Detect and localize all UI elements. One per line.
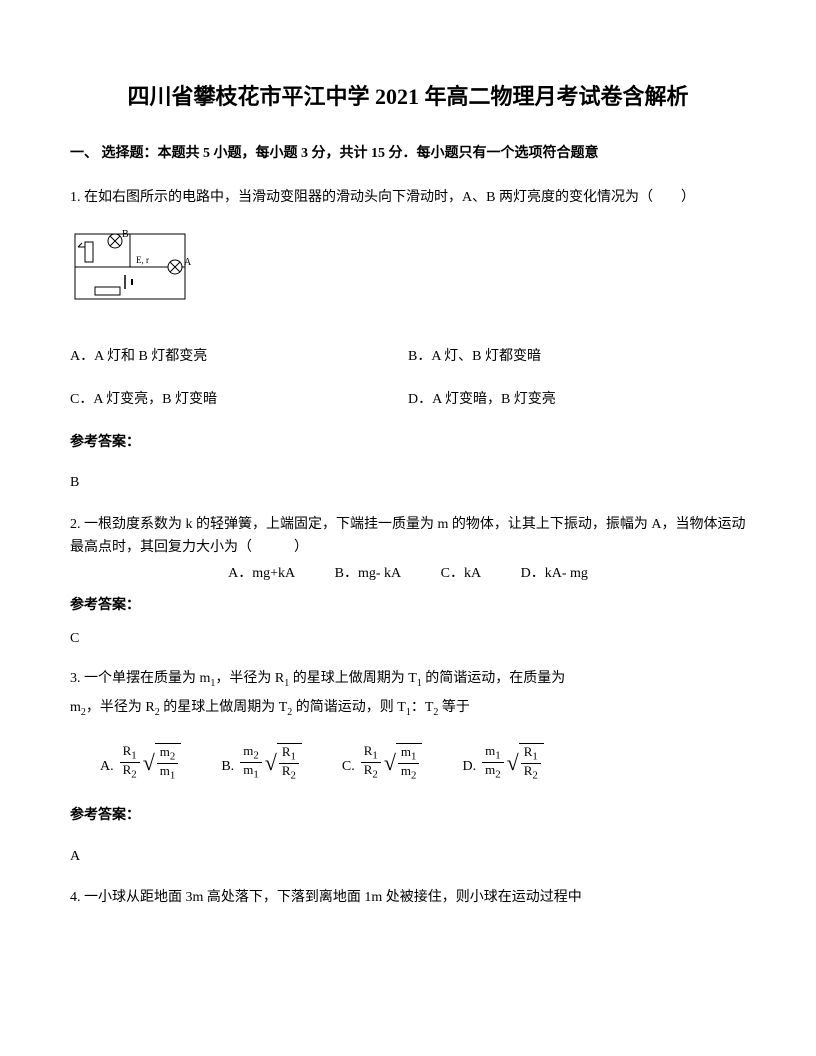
q1-option-a: A．A 灯和 B 灯都变亮: [70, 342, 408, 373]
q3-option-b: B. m2m1 √R1R2: [221, 743, 302, 783]
q1-option-b: B．A 灯、B 灯都变暗: [408, 342, 746, 373]
q3-answer: A: [70, 842, 746, 873]
q2-text: 2. 一根劲度系数为 k 的轻弹簧，上端固定，下端挂一质量为 m 的物体，让其上…: [70, 514, 746, 559]
q1-option-c: C．A 灯变亮，B 灯变暗: [70, 385, 408, 416]
q2-answer-label: 参考答案：: [70, 595, 746, 617]
circuit-label-e: E, r: [136, 255, 149, 265]
q1-text: 1. 在如右图所示的电路中，当滑动变阻器的滑动头向下滑动时，A、B 两灯亮度的变…: [70, 183, 746, 214]
q3-options: A. R1R2 √m2m1 B. m2m1 √R1R2 C. R1R2 √m1m…: [100, 743, 746, 783]
q2-option-b: B．mg- kA: [335, 566, 402, 581]
section-header: 一、 选择题：本题共 5 小题，每小题 3 分，共计 15 分．每小题只有一个选…: [70, 143, 746, 165]
circuit-diagram: B A E, r: [70, 229, 746, 322]
q3-text: 3. 一个单摆在质量为 m1，半径为 R1 的星球上做周期为 T1 的简谐运动，…: [70, 665, 746, 723]
q2-options: A．mg+kA B．mg- kA C．kA D．kA- mg: [70, 563, 746, 585]
question-3: 3. 一个单摆在质量为 m1，半径为 R1 的星球上做周期为 T1 的简谐运动，…: [70, 665, 746, 872]
question-1: 1. 在如右图所示的电路中，当滑动变阻器的滑动头向下滑动时，A、B 两灯亮度的变…: [70, 183, 746, 499]
circuit-label-a: A: [184, 257, 192, 268]
q1-answer: B: [70, 468, 746, 499]
question-2: 2. 一根劲度系数为 k 的轻弹簧，上端固定，下端挂一质量为 m 的物体，让其上…: [70, 514, 746, 650]
q3-option-c: C. R1R2 √m1m2: [342, 743, 423, 783]
q4-text: 4. 一小球从距地面 3m 高处落下，下落到离地面 1m 处被接住，则小球在运动…: [70, 887, 746, 909]
q3-option-a: A. R1R2 √m2m1: [100, 743, 181, 783]
q1-answer-label: 参考答案：: [70, 428, 746, 459]
q2-answer: C: [70, 628, 746, 650]
q3-answer-label: 参考答案：: [70, 801, 746, 832]
q1-option-d: D．A 灯变暗，B 灯变亮: [408, 385, 746, 416]
q2-option-a: A．mg+kA: [228, 566, 295, 581]
circuit-label-b: B: [122, 229, 129, 240]
question-4: 4. 一小球从距地面 3m 高处落下，下落到离地面 1m 处被接住，则小球在运动…: [70, 887, 746, 909]
q2-option-d: D．kA- mg: [521, 566, 588, 581]
q2-option-c: C．kA: [441, 566, 481, 581]
q3-option-d: D. m1m2 √R1R2: [462, 743, 543, 783]
doc-title: 四川省攀枝花市平江中学 2021 年高二物理月考试卷含解析: [70, 80, 746, 113]
